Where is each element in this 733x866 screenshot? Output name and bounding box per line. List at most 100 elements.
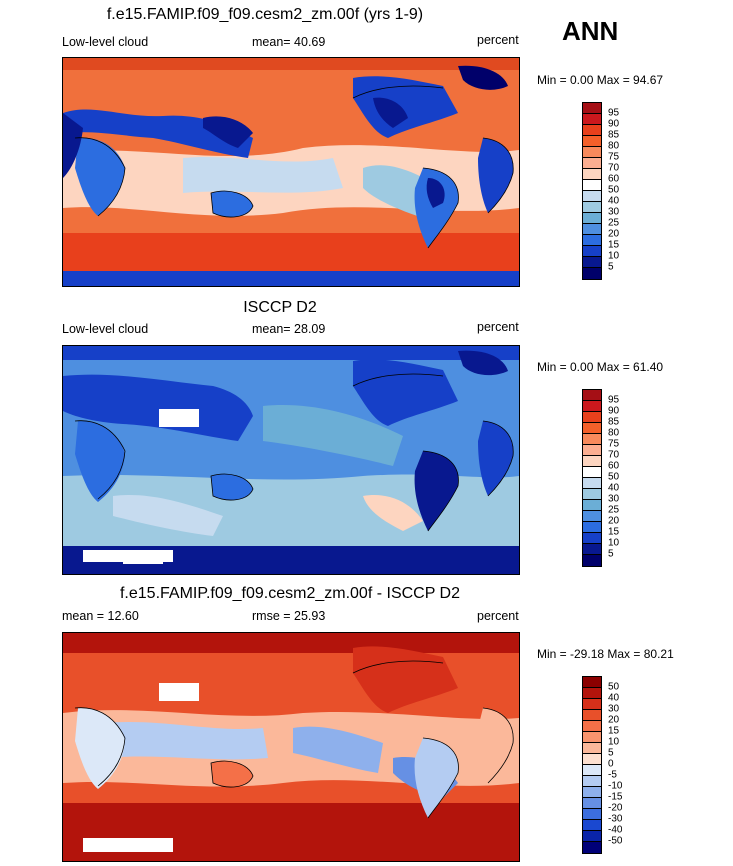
panel3-mean-label: mean = 12.60 [62,609,139,623]
colorbar-swatch [583,820,601,831]
colorbar-swatch [583,688,601,699]
colorbar-swatch [583,776,601,787]
colorbar-tick-label: 5 [608,548,614,560]
colorbar-tick-label: 15 [608,239,620,251]
colorbar-tick-label: 60 [608,460,620,472]
colorbar-tick-label: -5 [608,769,617,781]
colorbar-swatch [583,268,601,279]
colorbar-tick-label: 75 [608,438,620,450]
colorbar-tick-label: 40 [608,692,620,704]
panel3-colorbar [582,676,602,854]
panel1-title: f.e15.FAMIP.f09_f09.cesm2_zm.00f (yrs 1-… [106,6,424,23]
colorbar-tick-label: 70 [608,449,620,461]
colorbar-tick-label: 50 [608,681,620,693]
colorbar-tick-label: 80 [608,427,620,439]
colorbar-swatch [583,511,601,522]
colorbar-swatch [583,445,601,456]
colorbar-tick-label: 80 [608,140,620,152]
colorbar-tick-label: 5 [608,747,614,759]
colorbar-swatch [583,732,601,743]
panel2-minmax: Min = 0.00 Max = 61.40 [537,360,664,374]
colorbar-swatch [583,412,601,423]
panel2-title: ISCCP D2 [243,299,317,316]
panel2-variable-label: Low-level cloud [62,322,149,336]
colorbar-swatch [583,390,601,401]
colorbar-tick-label: -50 [608,835,623,847]
colorbar-tick-label: 75 [608,151,620,163]
colorbar-tick-label: -30 [608,813,623,825]
colorbar-tick-label: 40 [608,195,620,207]
colorbar-tick-label: -15 [608,791,623,803]
panel3-map-graphic [63,633,519,861]
colorbar-swatch [583,489,601,500]
colorbar-swatch [583,257,601,268]
colorbar-swatch [583,721,601,732]
colorbar-tick-label: 90 [608,118,620,130]
colorbar-swatch [583,754,601,765]
panel1-map [62,57,520,287]
colorbar-tick-label: 85 [608,416,620,428]
colorbar-swatch [583,467,601,478]
colorbar-swatch [583,423,601,434]
colorbar-swatch [583,787,601,798]
panel2-colorbar [582,389,602,567]
colorbar-tick-label: -40 [608,824,623,836]
panel1-minmax: Min = 0.00 Max = 94.67 [537,73,664,87]
colorbar-swatch [583,158,601,169]
colorbar-swatch [583,202,601,213]
colorbar-swatch [583,114,601,125]
colorbar-swatch [583,401,601,412]
colorbar-swatch [583,765,601,776]
colorbar-tick-label: 10 [608,537,620,549]
colorbar-tick-label: -20 [608,802,623,814]
colorbar-swatch [583,743,601,754]
colorbar-swatch [583,831,601,842]
colorbar-tick-label: 0 [608,758,614,770]
colorbar-swatch [583,136,601,147]
season-label: ANN [562,16,619,46]
colorbar-swatch [583,147,601,158]
colorbar-tick-label: 30 [608,206,620,218]
colorbar-swatch [583,809,601,820]
colorbar-swatch [583,125,601,136]
colorbar-swatch [583,191,601,202]
colorbar-tick-label: 30 [608,703,620,715]
colorbar-tick-label: -10 [608,780,623,792]
colorbar-tick-label: 15 [608,725,620,737]
panel2-units-label: percent [477,320,519,334]
colorbar-swatch [583,798,601,809]
colorbar-tick-label: 10 [608,736,620,748]
colorbar-tick-label: 95 [608,394,620,406]
colorbar-swatch [583,533,601,544]
colorbar-tick-label: 25 [608,504,620,516]
colorbar-tick-label: 85 [608,129,620,141]
panel3-rmse-label: rmse = 25.93 [252,609,326,623]
panel1-colorbar [582,102,602,280]
colorbar-tick-label: 60 [608,173,620,185]
panel3-units-label: percent [477,609,519,623]
colorbar-tick-label: 25 [608,217,620,229]
panel2-map-graphic [63,346,519,574]
colorbar-swatch [583,842,601,853]
colorbar-tick-label: 20 [608,515,620,527]
colorbar-swatch [583,180,601,191]
colorbar-swatch [583,500,601,511]
panel3-title: f.e15.FAMIP.f09_f09.cesm2_zm.00f - ISCCP… [119,585,460,602]
panel2-map [62,345,520,575]
colorbar-swatch [583,224,601,235]
colorbar-swatch [583,555,601,566]
colorbar-swatch [583,103,601,114]
panel1-units-label: percent [477,33,519,47]
colorbar-tick-label: 20 [608,228,620,240]
colorbar-swatch [583,522,601,533]
colorbar-swatch [583,235,601,246]
colorbar-tick-label: 50 [608,184,620,196]
colorbar-swatch [583,213,601,224]
panel2-mean-label: mean= 28.09 [252,322,326,336]
colorbar-tick-label: 30 [608,493,620,505]
colorbar-tick-label: 95 [608,107,620,119]
colorbar-swatch [583,169,601,180]
panel3-map [62,632,520,862]
colorbar-swatch [583,478,601,489]
colorbar-swatch [583,710,601,721]
